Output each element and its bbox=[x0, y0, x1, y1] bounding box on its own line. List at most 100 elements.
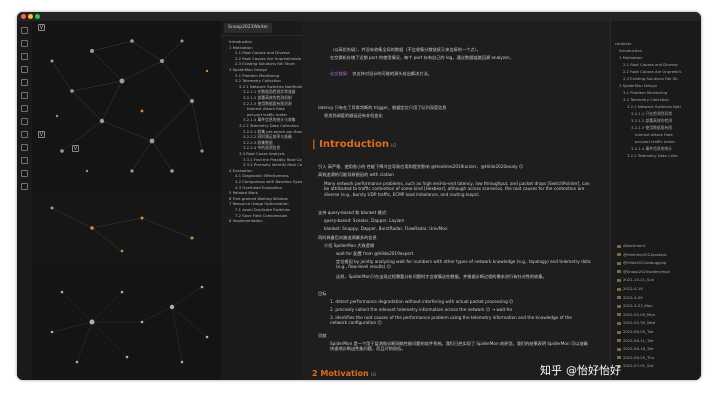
random-note-icon[interactable] bbox=[21, 170, 28, 177]
outline-item[interactable]: 3.1 Problem Monitoring bbox=[235, 72, 280, 78]
outline-item[interactable]: 3.2.1.3 使用数据面有限资源 bbox=[243, 100, 292, 106]
right-outline-item[interactable]: 3.1 Problem Monitoring bbox=[623, 90, 668, 95]
graph-view-top[interactable]: V V V bbox=[32, 21, 221, 193]
graph-icon[interactable] bbox=[21, 53, 28, 60]
paper-link[interactable]: 论文链接： bbox=[330, 71, 351, 76]
outline-item[interactable]: 6 Fine-grained Waiting Window bbox=[229, 195, 288, 201]
folder-icon bbox=[617, 253, 621, 257]
outline-item[interactable]: Introduction bbox=[229, 39, 252, 44]
right-outline-item[interactable]: 2.3 Existing Solutions Fall Sh. bbox=[623, 76, 679, 81]
heading-text: Introduction bbox=[319, 139, 389, 150]
outline-item[interactable]: 3 SpiderMon Design bbox=[229, 67, 268, 72]
outline-item[interactable]: 3.2.1.1 在数据面检测异常流量 bbox=[243, 89, 296, 95]
tag-icon[interactable] bbox=[21, 92, 28, 99]
outline-item[interactable]: 3.2.1.4 事件信息的统计与收集 bbox=[243, 117, 296, 123]
file-tree-item[interactable]: 2022-05-30_Wed bbox=[617, 320, 655, 325]
right-outline-item[interactable]: 2.2 Root Causes Are Unpredict. bbox=[623, 69, 683, 74]
outline-item[interactable]: 3.2.1.2 部署高效的检测机制 bbox=[243, 95, 292, 100]
graph-view-bottom[interactable] bbox=[32, 262, 221, 380]
minimize-window-button[interactable] bbox=[28, 14, 33, 19]
outline-item[interactable]: 2.2 Root Causes Are Unpredictable bbox=[235, 55, 302, 61]
right-outline-item[interactable]: 2.1 Root Causes and Diverse bbox=[623, 62, 678, 67]
right-outline-item[interactable]: 3.2.1 Network Switches Noti bbox=[627, 104, 681, 109]
graph-network-bottom bbox=[50, 285, 209, 364]
close-window-button[interactable] bbox=[21, 14, 26, 19]
file-tree-item[interactable]: @Hilde2021debugging bbox=[617, 260, 666, 265]
search-icon[interactable] bbox=[21, 40, 28, 47]
right-outline-item[interactable]: 3.2.2 Telemetry Data Colle. bbox=[627, 153, 679, 158]
publish-icon[interactable] bbox=[21, 144, 28, 151]
outline-item[interactable]: per-port traffic meter bbox=[247, 111, 288, 117]
vault-icon[interactable]: V bbox=[38, 131, 45, 138]
file-tree-item[interactable]: 2022-05-09_Mon bbox=[617, 312, 655, 317]
file-tree-item[interactable]: 2022-07-01_Sat bbox=[617, 363, 653, 368]
right-outline-item[interactable]: 3.2.1.3 使用数据面有限 bbox=[631, 125, 673, 130]
command-icon[interactable] bbox=[21, 105, 28, 112]
file-tree-item[interactable]: @Snoop2023waiter/mod bbox=[617, 269, 670, 274]
heading-level-tag: H2 bbox=[370, 372, 377, 377]
zoom-window-button[interactable] bbox=[35, 14, 40, 19]
outline-item[interactable]: 7.2 Save Field Compression bbox=[235, 212, 288, 218]
files-icon[interactable] bbox=[21, 27, 28, 34]
vault-icon[interactable]: V bbox=[38, 24, 45, 31]
outline-item[interactable]: 3.2.2 Telemetry Data Collection bbox=[239, 123, 299, 128]
file-tree-item[interactable]: 2022-06-18_Tue bbox=[617, 346, 653, 351]
outline-item[interactable]: 3.3.2 Precisely Identify Root Causes bbox=[243, 162, 311, 168]
right-outline-item[interactable]: Introduction bbox=[619, 48, 642, 53]
right-outline-item[interactable]: 3.2.1.1 只在检测到异常 bbox=[631, 111, 673, 116]
template-icon[interactable] bbox=[21, 118, 28, 125]
right-outline-item[interactable]: Interest Attack Rate bbox=[635, 132, 673, 137]
outline-item[interactable]: 3.3 Root Cause Analysis bbox=[239, 151, 285, 156]
file-tree-item[interactable]: 2022-06-11_Tue bbox=[617, 338, 653, 343]
outline-item[interactable]: 2.3 Existing Solutions Fall Short bbox=[235, 61, 295, 67]
outline-item[interactable]: 4.1 Diagnostic Effectiveness bbox=[235, 173, 289, 179]
outline-item[interactable]: 3.2.1 Network Switches Notification bbox=[239, 83, 307, 89]
right-outline-item[interactable]: 3.2.1.4 事件信息的统计 bbox=[631, 146, 673, 151]
file-tree-item[interactable]: 2022-06-05_Tue bbox=[617, 329, 653, 334]
file-tree-item[interactable]: Attachment bbox=[617, 243, 645, 248]
file-tree-item[interactable]: 2022-4-23_Mon bbox=[617, 303, 653, 308]
file-tree-label: 2022-06-18_Tue bbox=[623, 346, 654, 352]
right-outline-item[interactable]: contents bbox=[615, 41, 632, 46]
file-tree-item[interactable]: 2022-4-19 bbox=[617, 286, 643, 291]
outline-item[interactable]: 3.2.2.3 收集数据 bbox=[243, 139, 273, 145]
calendar-icon[interactable] bbox=[21, 66, 28, 73]
outline-item[interactable]: 7 Resource Usage Optimization bbox=[229, 201, 289, 207]
right-outline-item[interactable]: 3 SpiderMon Design bbox=[619, 83, 658, 88]
folder-icon bbox=[617, 270, 621, 274]
bookmark-icon[interactable] bbox=[21, 79, 28, 86]
outline-item[interactable]: 8 Implementation bbox=[229, 218, 263, 224]
outline-item[interactable]: 4.3 Overhead Evaluation bbox=[235, 184, 283, 190]
file-tree-item[interactable]: @Hextime2021kostant bbox=[617, 252, 666, 257]
outline-item[interactable]: 5 Related Work bbox=[229, 190, 258, 196]
vault-icon[interactable]: V bbox=[72, 145, 79, 152]
folder-icon bbox=[617, 244, 621, 248]
graph-view-middle[interactable] bbox=[32, 193, 221, 262]
file-tree-label: 2022-05-30_Wed bbox=[623, 320, 656, 326]
outline-item[interactable]: Interest Attack Rate bbox=[247, 106, 285, 112]
settings-icon[interactable] bbox=[21, 183, 28, 190]
tab-note[interactable]: Snoop2023Waiter bbox=[224, 23, 273, 33]
file-tree-item[interactable]: 2022-06-25_Thu bbox=[617, 355, 654, 360]
outline-item[interactable]: 3.2.2.1 收集 per-epoch per-flow bbox=[243, 128, 302, 134]
right-outline-item[interactable]: 3.2 Telemetry Collection bbox=[623, 97, 669, 102]
file-tree-item[interactable]: 2021-10-21_Sun bbox=[617, 277, 654, 282]
outline-item[interactable]: 3.3.1 Find the Possibly Root Causes bbox=[243, 156, 311, 162]
outline-item[interactable]: 1 Motivation bbox=[229, 44, 253, 50]
file-tree-label: Attachment bbox=[623, 243, 646, 248]
outline-item[interactable]: 3.2.2.4 中的遥测信息 bbox=[243, 145, 281, 151]
editor-pane[interactable]: （以高优先级），并没有收集全局的数据（不会收集分散链接又来连接的一个点）。 在交… bbox=[302, 21, 610, 380]
outline-item[interactable]: 7.1 Avoid Duplicate Switches bbox=[235, 207, 291, 212]
daily-note-icon[interactable] bbox=[21, 157, 28, 164]
outline-item[interactable]: 3.2.2.2 同时满足效率与准确 bbox=[243, 134, 292, 140]
outline-item[interactable]: 3.2 Telemetry Collection bbox=[235, 78, 281, 84]
canvas-icon[interactable] bbox=[21, 131, 28, 138]
bullet-item: 同时具备后向路追溯最多的信息 bbox=[318, 235, 377, 240]
outline-item[interactable]: 4.2 Comparison with Baseline Systems bbox=[235, 179, 309, 184]
file-tree-item[interactable]: 2022-4-09 bbox=[617, 295, 643, 300]
right-outline-item[interactable]: 1 Motivation bbox=[619, 55, 643, 60]
outline-item[interactable]: 4 Evaluation bbox=[229, 167, 253, 173]
outline-item[interactable]: 2.1 Root Causes and Diverse bbox=[235, 50, 290, 56]
right-outline-item[interactable]: per-port traffic meter bbox=[635, 139, 676, 144]
right-outline-item[interactable]: 3.2.1.2 部署高效的检测 bbox=[631, 118, 673, 123]
